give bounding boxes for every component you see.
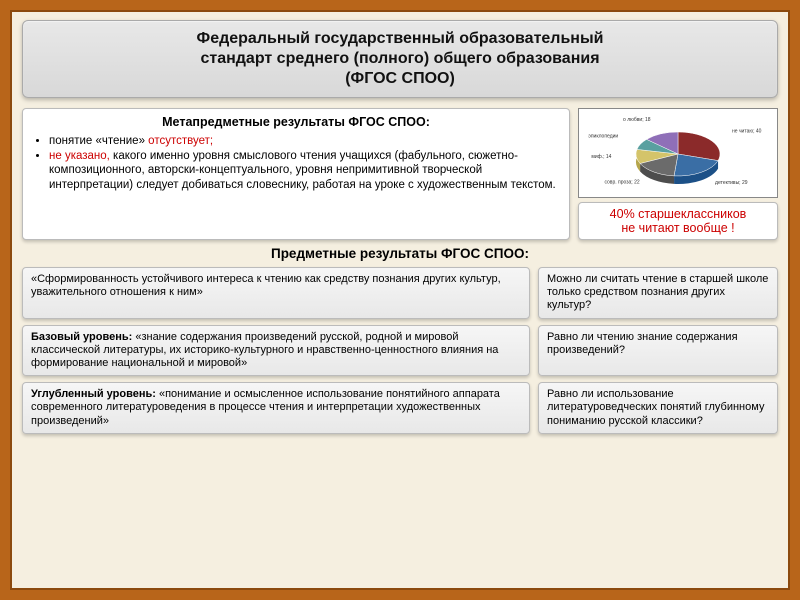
pair-1: «Сформированность устойчивого интереса к… (22, 267, 778, 319)
meta-b2-red: не указано, (49, 150, 110, 162)
chart-column: не читаю; 40 детективы; 29 совр. проза; 22… (578, 108, 778, 240)
svg-text:не читаю; 40: не читаю; 40 (732, 129, 762, 135)
pair-2: Базовый уровень: «знание содержания прои… (22, 325, 778, 377)
meta-results-box: Метапредметные результаты ФГОС СПОО: пон… (22, 108, 570, 240)
subject-results-header: Предметные результаты ФГОС СПОО: (22, 246, 778, 261)
pairs-container: «Сформированность устойчивого интереса к… (22, 267, 778, 434)
right1-text: Можно ли считать чтение в старшей школе … (547, 273, 768, 311)
right-card-3: Равно ли использование литературоведческ… (538, 382, 778, 434)
caption-l2: не читают вообще ! (621, 221, 734, 235)
meta-row: Метапредметные результаты ФГОС СПОО: пон… (22, 108, 778, 240)
meta-list: понятие «чтение» отсутствует; не указано… (33, 134, 559, 193)
pair-3: Углубленный уровень: «понимание и осмысл… (22, 382, 778, 434)
left-card-3: Углубленный уровень: «понимание и осмысл… (22, 382, 530, 434)
svg-text:детективы; 29: детективы; 29 (715, 180, 748, 186)
meta-b1-red: отсутствует; (148, 135, 213, 147)
chart-caption: 40% старшеклассников не читают вообще ! (578, 202, 778, 240)
caption-l1: 40% старшеклассников (610, 207, 747, 221)
title-line3: (ФГОС СПОО) (39, 69, 761, 89)
meta-b1-text: понятие «чтение» (49, 135, 148, 147)
title-line2: стандарт среднего (полного) общего образ… (39, 49, 761, 69)
meta-bullet-1: понятие «чтение» отсутствует; (49, 134, 559, 148)
title-line1: Федеральный государственный образователь… (39, 29, 761, 49)
svg-text:о любви; 18: о любви; 18 (623, 117, 651, 123)
left2-bold: Базовый уровень: (31, 331, 135, 343)
slide-area: Федеральный государственный образователь… (10, 10, 790, 590)
pie-svg: не читаю; 40 детективы; 29 совр. проза; 22… (583, 112, 773, 194)
left3-bold: Углубленный уровень: (31, 388, 159, 400)
svg-text:миф.; 14: миф.; 14 (591, 154, 611, 160)
right2-text: Равно ли чтению знание содержания произв… (547, 331, 738, 356)
right-card-1: Можно ли считать чтение в старшей школе … (538, 267, 778, 319)
left1-text: «Сформированность устойчивого интереса к… (31, 273, 501, 298)
title-box: Федеральный государственный образователь… (22, 20, 778, 98)
meta-title: Метапредметные результаты ФГОС СПОО: (33, 115, 559, 131)
pie-chart: не читаю; 40 детективы; 29 совр. проза; 22… (578, 108, 778, 198)
svg-text:эпиклопедии: эпиклопедии (588, 134, 618, 140)
right-card-2: Равно ли чтению знание содержания произв… (538, 325, 778, 377)
meta-b2-text: какого именно уровня смыслового чтения у… (49, 150, 556, 191)
meta-bullet-2: не указано, какого именно уровня смыслов… (49, 149, 559, 192)
left-card-1: «Сформированность устойчивого интереса к… (22, 267, 530, 319)
svg-text:совр. проза; 22: совр. проза; 22 (604, 180, 639, 186)
outer-frame: Федеральный государственный образователь… (0, 0, 800, 600)
right3-text: Равно ли использование литературоведческ… (547, 388, 764, 426)
left-card-2: Базовый уровень: «знание содержания прои… (22, 325, 530, 377)
